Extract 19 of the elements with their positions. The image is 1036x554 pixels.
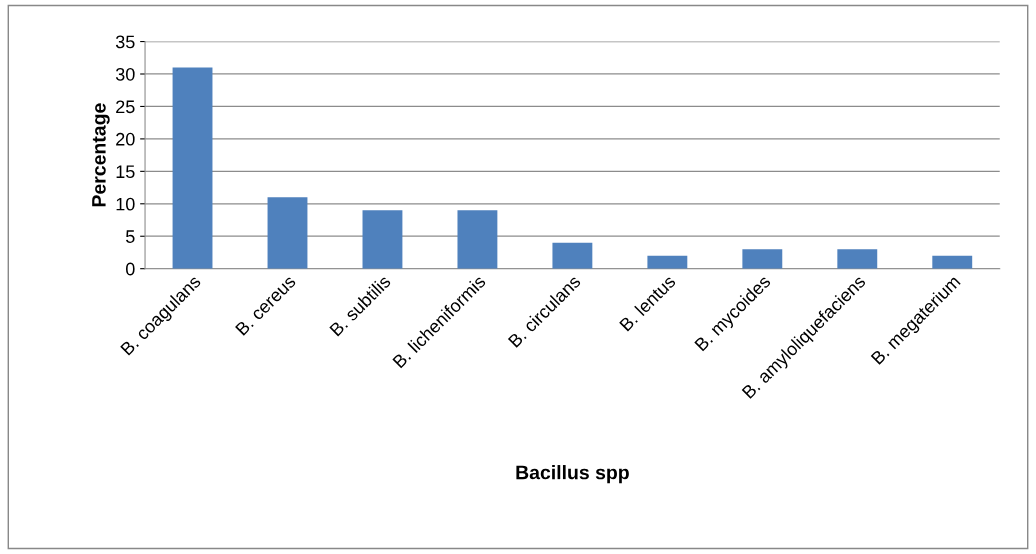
bar bbox=[932, 255, 973, 269]
y-tick-label: 5 bbox=[126, 230, 135, 243]
y-tick-label: 15 bbox=[116, 165, 135, 179]
bar bbox=[742, 249, 783, 269]
bar bbox=[552, 242, 593, 269]
bar bbox=[457, 210, 498, 269]
bar bbox=[837, 249, 878, 269]
y-tick-label: 35 bbox=[115, 35, 135, 49]
bar bbox=[362, 210, 403, 269]
y-tick-label: 30 bbox=[115, 67, 135, 81]
y-tick-label: 25 bbox=[116, 100, 135, 114]
x-axis-title: Bacillus spp bbox=[516, 465, 629, 484]
y-tick-label: 10 bbox=[116, 197, 135, 211]
y-tick-label: 20 bbox=[116, 132, 135, 146]
bar bbox=[172, 67, 213, 269]
bar bbox=[267, 197, 308, 269]
y-axis-title: Percentage bbox=[92, 103, 110, 207]
bar bbox=[647, 255, 688, 269]
y-tick-label: 0 bbox=[125, 262, 135, 276]
